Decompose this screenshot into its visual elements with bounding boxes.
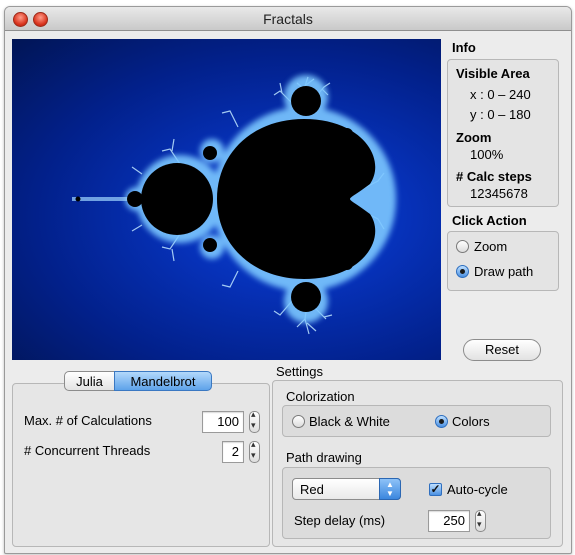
max-calc-input[interactable]: 100 — [202, 411, 244, 433]
draw-path-radio[interactable] — [456, 265, 469, 278]
max-calc-label: Max. # of Calculations — [24, 413, 152, 428]
tab-mandelbrot[interactable]: Mandelbrot — [114, 371, 212, 391]
draw-path-radio-label[interactable]: Draw path — [474, 264, 534, 279]
x-range: x : 0 – 240 — [470, 87, 531, 102]
threads-input[interactable]: 2 — [222, 441, 244, 463]
path-color-value: Red — [300, 482, 324, 497]
click-action-box: Zoom Draw path — [447, 231, 559, 291]
black-white-radio[interactable] — [292, 415, 305, 428]
window-title: Fractals — [263, 11, 313, 27]
calc-steps-value: 12345678 — [470, 186, 528, 201]
colorization-box: Black & White Colors — [282, 405, 551, 437]
path-color-select[interactable]: Red ▲ ▼ — [292, 478, 401, 500]
zoom-radio[interactable] — [456, 240, 469, 253]
threads-stepper[interactable] — [249, 439, 260, 463]
mandelbrot-image — [72, 75, 396, 335]
max-calc-stepper[interactable] — [249, 409, 260, 433]
calculation-panel: Max. # of Calculations 100 # Concurrent … — [12, 383, 270, 547]
colorization-heading: Colorization — [286, 389, 355, 404]
zoom-label: Zoom — [456, 130, 492, 145]
close-button[interactable] — [13, 12, 28, 27]
y-range: y : 0 – 180 — [470, 107, 531, 122]
zoom-radio-label[interactable]: Zoom — [474, 239, 508, 254]
title-bar[interactable]: Fractals — [5, 7, 571, 31]
auto-cycle-label[interactable]: Auto-cycle — [447, 482, 508, 497]
info-box: Visible Area x : 0 – 240 y : 0 – 180 Zoo… — [447, 59, 559, 207]
settings-heading: Settings — [276, 364, 323, 379]
threads-label: # Concurrent Threads — [24, 443, 151, 458]
click-action-heading: Click Action — [452, 213, 527, 228]
black-white-radio-label[interactable]: Black & White — [309, 414, 390, 429]
fractals-window: Fractals — [4, 6, 572, 554]
select-arrows-icon: ▲ ▼ — [379, 478, 401, 500]
step-delay-label: Step delay (ms) — [294, 513, 386, 528]
minimize-button[interactable] — [33, 12, 48, 27]
fractal-canvas[interactable] — [12, 39, 441, 360]
calc-steps-label: # Calc steps — [456, 169, 532, 184]
visible-area-label: Visible Area — [456, 66, 530, 81]
info-heading: Info — [452, 40, 476, 55]
step-delay-input[interactable]: 250 — [428, 510, 470, 532]
path-drawing-heading: Path drawing — [286, 450, 362, 465]
step-delay-stepper[interactable] — [475, 508, 486, 532]
colors-radio[interactable] — [435, 415, 448, 428]
tab-julia[interactable]: Julia — [64, 371, 115, 391]
auto-cycle-checkbox[interactable]: ✓ — [429, 482, 442, 496]
colors-radio-label[interactable]: Colors — [452, 414, 490, 429]
zoom-value: 100% — [470, 147, 504, 162]
settings-panel: Colorization Black & White Colors Path d… — [272, 380, 563, 547]
reset-button[interactable]: Reset — [463, 339, 541, 361]
path-drawing-box: Red ▲ ▼ ✓ Auto-cycle Step delay (ms) 250 — [282, 467, 551, 539]
